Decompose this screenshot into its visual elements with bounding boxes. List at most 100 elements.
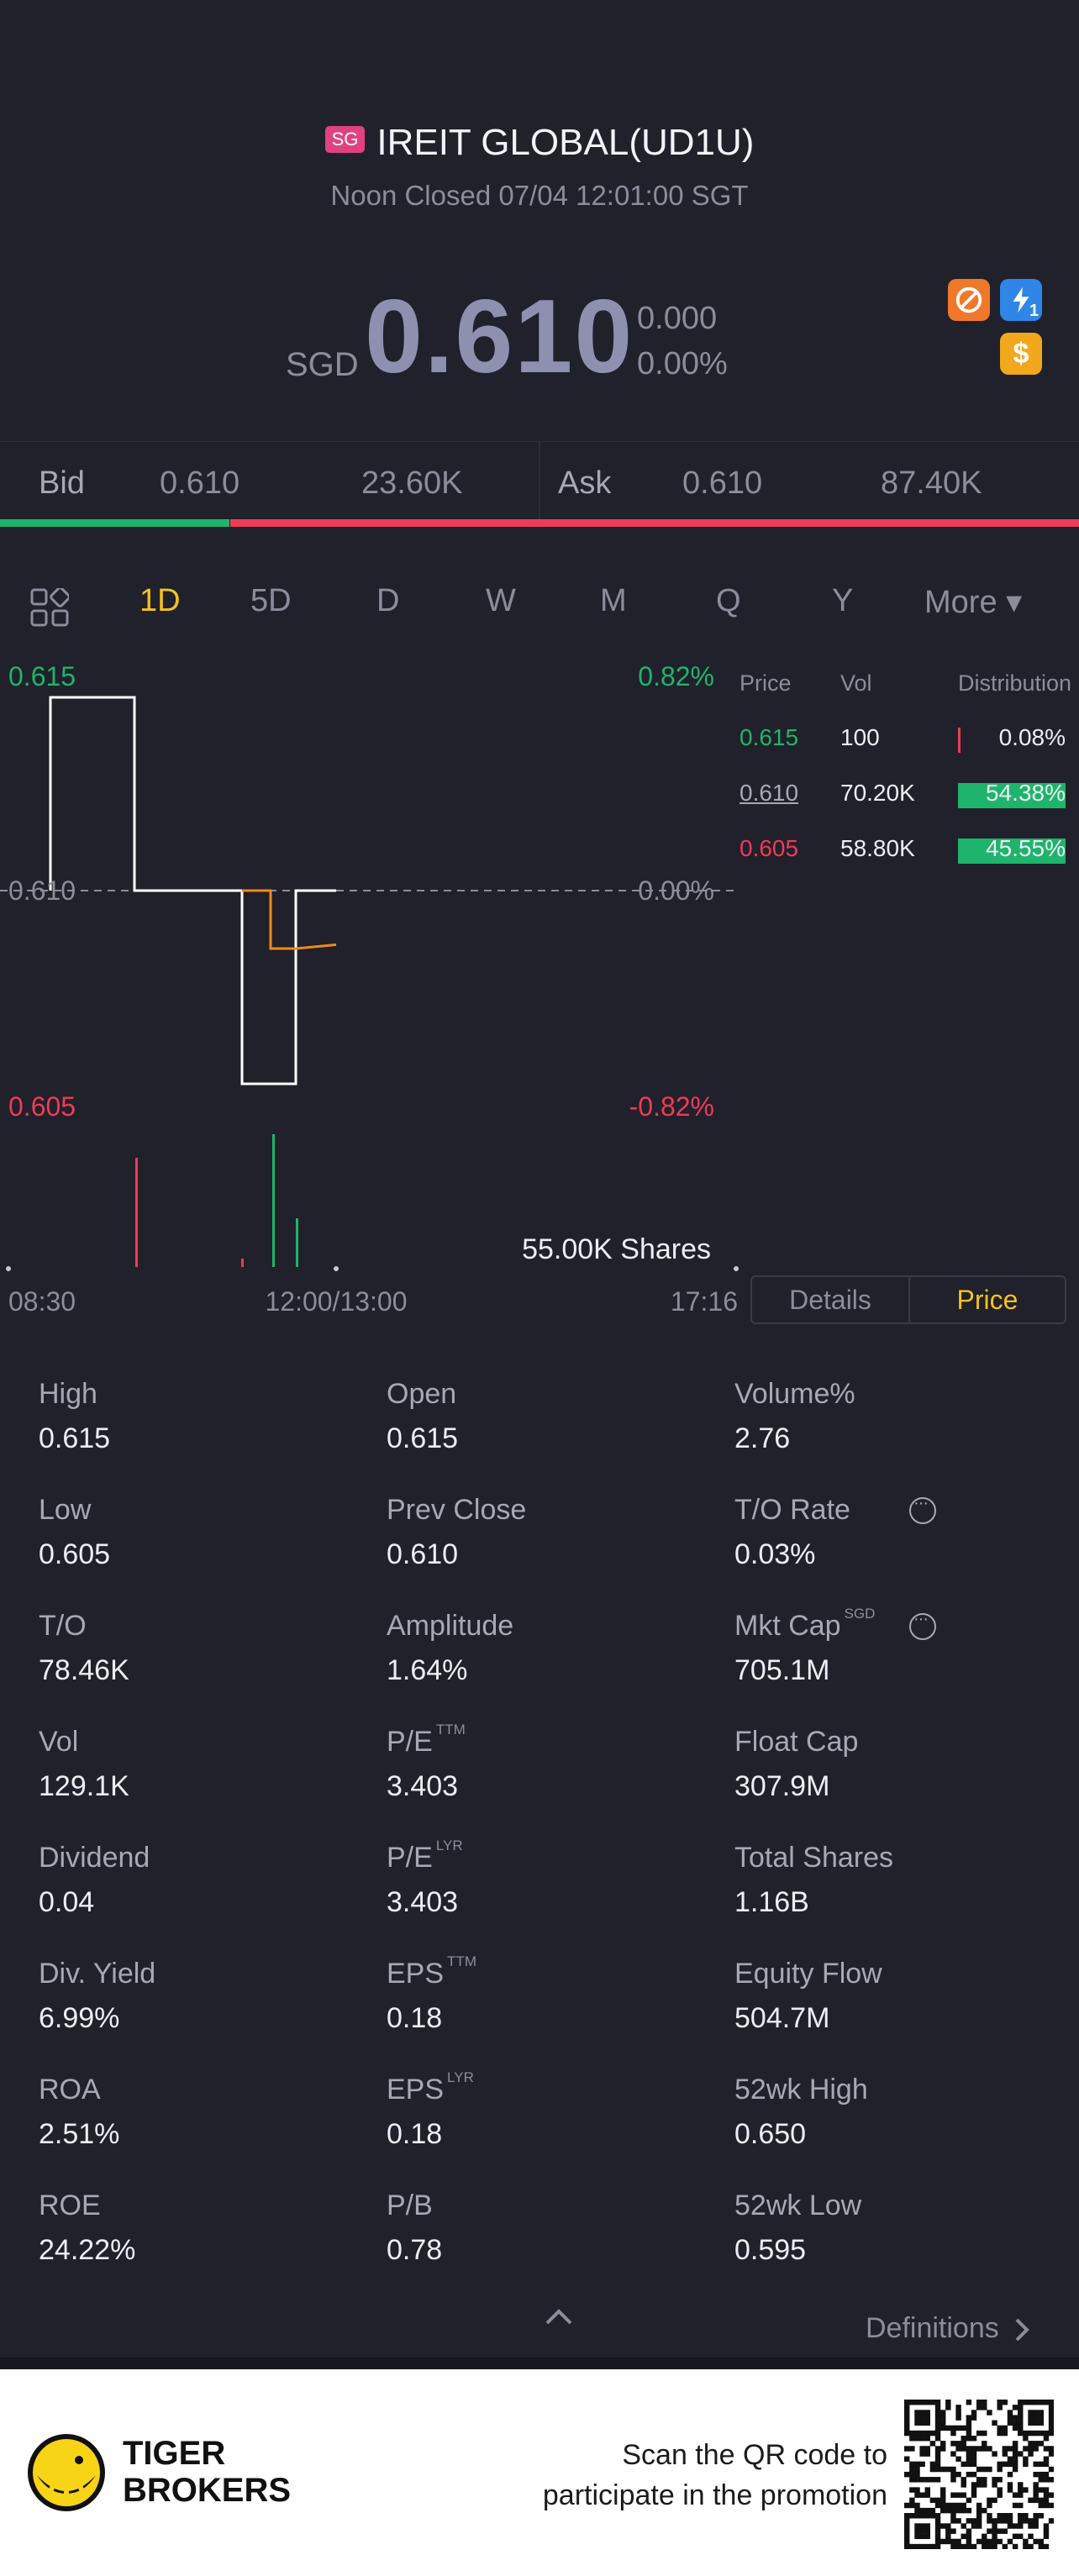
brand-line-1: TIGER (123, 2435, 226, 2472)
info-icon[interactable] (909, 1610, 936, 1640)
stat-label: T/O Rate (734, 1494, 1054, 1527)
stat-value: 129.1K (39, 1770, 129, 1802)
stat-value: 24.22% (39, 2234, 136, 2266)
stat-label-text: Volume% (734, 1378, 855, 1410)
intraday-chart[interactable]: 0.615 0.82% 0.610 0.00% 0.605 -0.82% 55.… (0, 647, 740, 1336)
stat-label-text: Low (39, 1494, 92, 1526)
dist-header-vol: Vol (840, 670, 872, 696)
bid-price: 0.610 (160, 465, 240, 501)
stat-label-text: Mkt Cap (734, 1610, 841, 1642)
volume-bar (135, 1158, 138, 1267)
stat-cell: Total Shares 1.16B (734, 1842, 1054, 1919)
stat-cell: P/E TTM 3.403 (387, 1722, 706, 1803)
tab-year[interactable]: Y (832, 583, 854, 618)
chevron-up-icon[interactable] (545, 2307, 573, 2326)
stat-cell: T/O 78.46K (39, 1610, 358, 1687)
stat-cell: Low 0.605 (39, 1494, 358, 1571)
promo-text: Scan the QR code to participate in the p… (543, 2435, 887, 2516)
time-marker (334, 1266, 339, 1271)
price-change: 0.000 0.00% (637, 296, 728, 386)
y-low-label: 0.605 (8, 1091, 76, 1122)
stat-label-text: T/O Rate (734, 1494, 850, 1526)
stat-label: Prev Close (387, 1494, 706, 1527)
stat-cell: P/E LYR 3.403 (387, 1837, 706, 1919)
volume-bar (272, 1134, 275, 1267)
stat-label-text: ROE (39, 2190, 101, 2221)
stat-value: 0.18 (387, 2002, 443, 2034)
margin-dollar-icon[interactable]: $ (1000, 333, 1042, 375)
tiger-brokers-logo (28, 2434, 105, 2511)
flash-icon[interactable]: 1 (1000, 279, 1042, 321)
stat-label: EPS LYR (387, 2069, 706, 2106)
period-tabs: 1D 5D D W M Q Y More ▾ (0, 571, 1079, 639)
dist-vol: 70.20K (840, 780, 915, 806)
price-line (49, 696, 336, 1086)
volume-bars-group (6, 1134, 739, 1271)
stat-cell: Amplitude 1.64% (387, 1610, 706, 1687)
stat-cell: 52wk High 0.650 (734, 2074, 1054, 2151)
change-value: 0.000 (637, 301, 718, 336)
dist-pct: 0.08% (998, 724, 1066, 750)
lightning-icon (1013, 287, 1029, 313)
stat-value: 504.7M (734, 2002, 830, 2034)
promo-banner: TIGER BROKERS Scan the QR code to partic… (0, 2369, 1079, 2576)
stat-value: 0.615 (39, 1422, 111, 1454)
stat-label-text: EPS (387, 2074, 445, 2105)
details-tab[interactable]: Details (789, 1285, 871, 1315)
stat-cell: Float Cap 307.9M (734, 1726, 1054, 1803)
no-short-icon[interactable] (948, 279, 990, 321)
stat-value: 3.403 (387, 1886, 459, 1918)
stat-label: Float Cap (734, 1726, 1054, 1759)
stock-title: SG IREIT GLOBAL(UD1U) (0, 122, 1079, 164)
market-badge: SG (324, 126, 366, 154)
stat-value: 0.605 (39, 1538, 111, 1570)
tab-quarter[interactable]: Q (716, 583, 741, 618)
stat-label-suffix: LYR (447, 2069, 474, 2085)
info-icon[interactable] (909, 1494, 936, 1524)
stat-label: T/O (39, 1610, 358, 1643)
stat-label: ROA (39, 2074, 358, 2106)
distribution-row: 0.615 100 0.08% (738, 724, 1074, 758)
average-price-line (242, 889, 337, 950)
tab-more[interactable]: More ▾ (924, 585, 1023, 620)
stock-name: IREIT GLOBAL(UD1U) (376, 122, 755, 163)
x-label-close: 17:16 (671, 1286, 738, 1317)
tab-month[interactable]: M (600, 583, 627, 618)
definitions-link[interactable]: Definitions (866, 2312, 1030, 2345)
market-status: Noon Closed 07/04 12:01:00 SGT (330, 180, 749, 211)
dist-bar (958, 728, 1066, 753)
stat-label-text: Dividend (39, 1842, 150, 1874)
time-marker (734, 1266, 739, 1271)
quote-panel: SGD 0.610 0.000 0.00% (0, 277, 1079, 403)
tab-1d[interactable]: 1D (139, 583, 181, 618)
stat-value: 2.76 (734, 1422, 791, 1454)
price-tab[interactable]: Price (908, 1277, 1065, 1322)
tab-week[interactable]: W (486, 583, 516, 618)
dollar-glyph: $ (1013, 337, 1029, 370)
tab-5d[interactable]: 5D (250, 583, 292, 618)
stat-value: 2.51% (39, 2118, 120, 2150)
y-mid-label: 0.610 (8, 875, 76, 906)
qr-code[interactable] (904, 2400, 1054, 2549)
tab-day[interactable]: D (376, 583, 400, 618)
stat-label: Equity Flow (734, 1958, 1054, 1990)
change-percent: 0.00% (637, 346, 728, 381)
stat-cell: Vol 129.1K (39, 1726, 358, 1803)
bid-ask-divider (539, 442, 540, 526)
stat-label-text: Amplitude (387, 1610, 514, 1642)
stat-label-text: Float Cap (734, 1726, 859, 1758)
chart-layout-icon[interactable] (30, 588, 69, 627)
stat-value: 1.16B (734, 1886, 809, 1918)
bid-label: Bid (39, 465, 85, 501)
stat-label-text: 52wk Low (734, 2190, 862, 2221)
definitions-label: Definitions (866, 2312, 999, 2344)
stat-label: 52wk Low (734, 2190, 1054, 2222)
stat-label-text: ROA (39, 2074, 101, 2105)
last-price: 0.610 (365, 279, 634, 395)
footer-divider (0, 2358, 1079, 2369)
stat-label-text: High (39, 1378, 97, 1410)
stat-label-suffix: TTM (435, 1722, 466, 1737)
stat-label-text: Div. Yield (39, 1958, 156, 1990)
promo-line-2: participate in the promotion (542, 2479, 887, 2511)
time-marker (6, 1266, 11, 1271)
